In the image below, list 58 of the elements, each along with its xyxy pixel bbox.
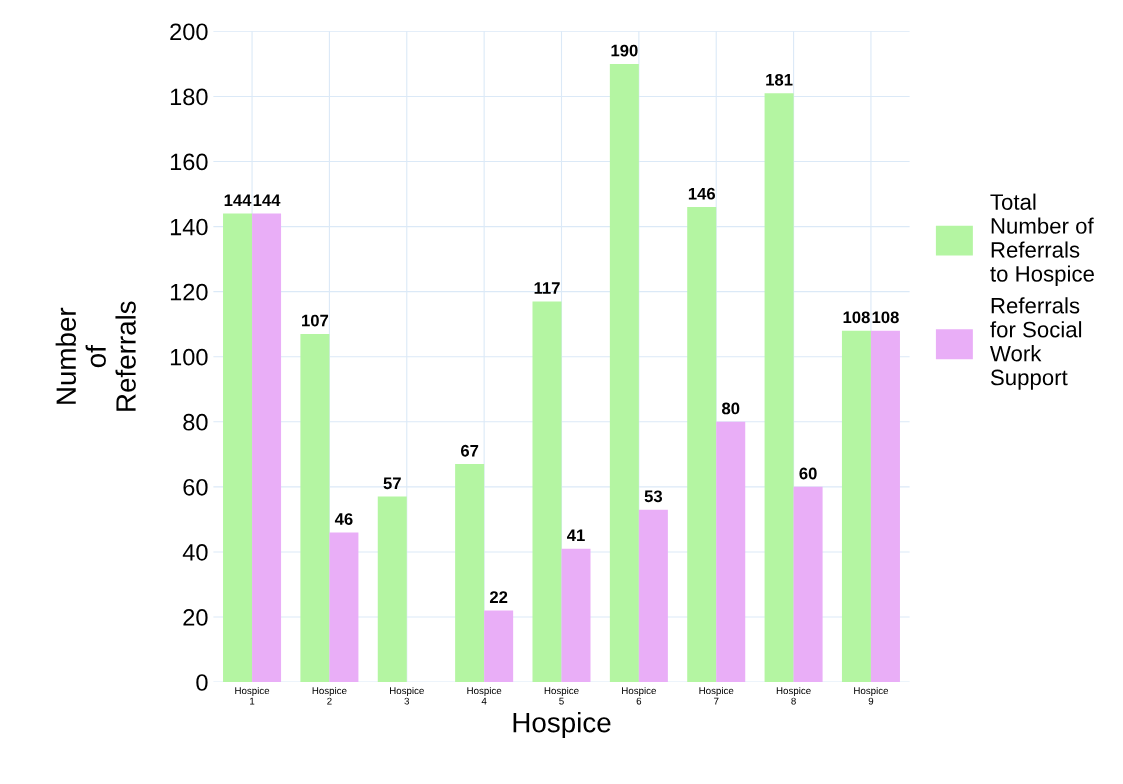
- x-axis-title: Hospice: [513, 712, 611, 738]
- x-tick-label: Hospice 8: [776, 686, 811, 705]
- legend-label: Referrals for Social Work Support: [990, 297, 1082, 390]
- bar: [223, 213, 253, 683]
- data-label: 60: [799, 467, 817, 480]
- bar: [484, 610, 514, 683]
- y-tick-label: 0: [196, 674, 208, 691]
- data-label: 117: [534, 282, 560, 294]
- data-label: 57: [383, 477, 401, 490]
- bar: [870, 330, 900, 683]
- bar: [532, 301, 562, 683]
- bar: [300, 333, 330, 683]
- data-label: 107: [302, 314, 329, 327]
- y-tick-label: 160: [170, 153, 208, 171]
- x-tick-label: Hospice 9: [854, 686, 889, 705]
- data-label: 108: [843, 311, 870, 324]
- bar: [377, 496, 407, 683]
- data-label: 144: [253, 194, 281, 206]
- data-label: 67: [460, 444, 479, 457]
- x-tick-label: Hospice 1: [235, 686, 270, 705]
- y-tick-label: 60: [183, 478, 208, 496]
- data-label: 146: [688, 187, 716, 200]
- bar: [793, 486, 823, 683]
- y-tick-label: 20: [183, 609, 208, 626]
- x-tick-label: Hospice 6: [622, 686, 656, 705]
- data-label: 181: [766, 73, 793, 86]
- bar: [716, 421, 746, 683]
- bar: [687, 207, 717, 683]
- y-tick-label: 180: [170, 88, 208, 106]
- y-tick-label: 40: [182, 544, 208, 561]
- bar: [561, 548, 591, 683]
- data-label: 80: [721, 402, 740, 415]
- y-tick-label: 200: [170, 23, 208, 41]
- y-tick-label: 140: [170, 218, 208, 236]
- y-axis-title: Number of Referrals: [55, 301, 136, 411]
- x-tick-label: Hospice 4: [467, 686, 502, 705]
- legend-label: Total Number of Referrals to Hospice: [990, 193, 1094, 287]
- data-label: 108: [872, 311, 899, 324]
- bar: [609, 63, 639, 683]
- bar: [329, 532, 359, 683]
- data-label: 46: [334, 513, 353, 525]
- data-label: 144: [224, 194, 252, 206]
- data-label: 190: [611, 44, 638, 57]
- bar: [841, 330, 871, 683]
- y-tick-label: 80: [183, 413, 208, 431]
- bar: [638, 509, 668, 683]
- bar: [252, 213, 282, 683]
- data-label: 41: [566, 529, 585, 542]
- data-label: 22: [489, 591, 508, 603]
- y-tick-label: 120: [170, 283, 208, 301]
- bar: [455, 464, 485, 683]
- x-tick-label: Hospice 5: [544, 686, 579, 705]
- x-tick-label: Hospice 3: [390, 686, 424, 705]
- bar: [764, 93, 794, 683]
- data-label: 53: [644, 490, 663, 503]
- y-tick-label: 100: [170, 348, 208, 366]
- x-tick-label: Hospice 2: [312, 686, 347, 705]
- x-tick-label: Hospice 7: [699, 686, 734, 705]
